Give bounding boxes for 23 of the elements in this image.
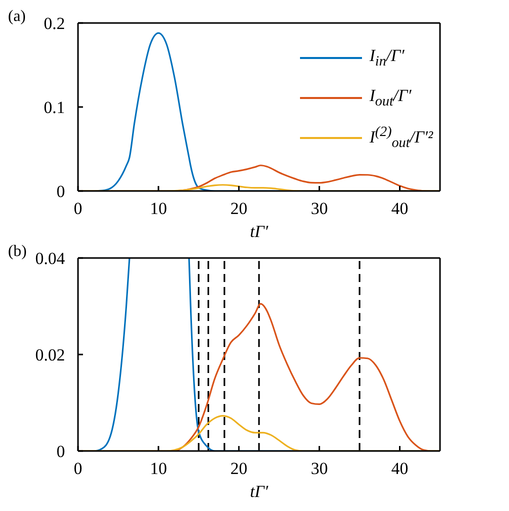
y-tick-label: 0.02 (35, 346, 65, 365)
y-tick-label: 0.1 (44, 98, 65, 118)
x-tick-label: 20 (230, 459, 248, 478)
x-tick-label: 30 (310, 199, 328, 218)
text: (b) (8, 243, 27, 261)
legend-label: I$_{out}$/Γ′ (370, 86, 412, 110)
y-tick-label: 0 (56, 442, 65, 462)
legend-label: I$^{(2)}$$_{out}$/Γ′² (370, 124, 433, 152)
x-tick-label: 30 (310, 459, 328, 478)
y-tick-label: 0.04 (35, 249, 66, 268)
x-tick-label: 20 (230, 199, 248, 218)
y-tick-label: 0.2 (44, 14, 65, 34)
x-tick-label: 40 (391, 199, 408, 218)
y-tick-label: 0 (56, 182, 65, 202)
x-tick-label: 10 (150, 459, 167, 478)
x-axis-title: tΓ′ (250, 222, 268, 241)
x-tick-label: 40 (391, 459, 408, 478)
legend-label: I$_{in}$/Γ′ (370, 46, 404, 70)
x-axis-title: tΓ′ (250, 482, 268, 501)
text: (a) (8, 8, 26, 26)
x-tick-label: 0 (74, 459, 82, 478)
x-tick-label: 10 (150, 199, 167, 218)
x-tick-label: 0 (74, 199, 82, 218)
